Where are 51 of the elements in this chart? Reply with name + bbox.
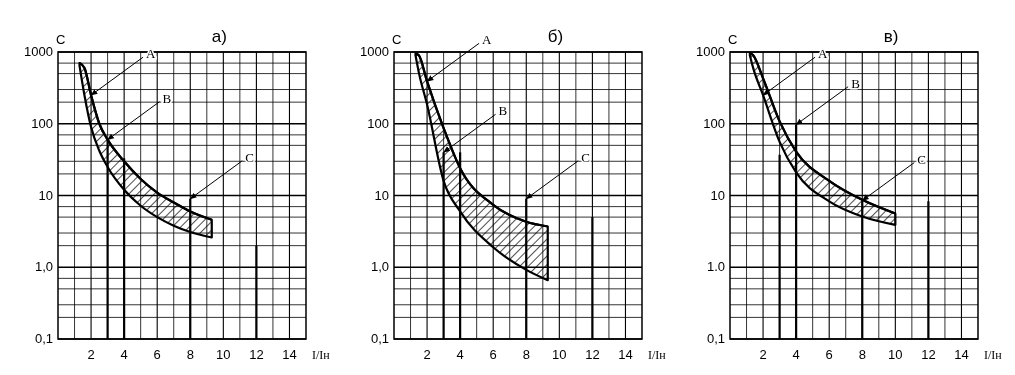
x-tick-label: 2: [759, 347, 767, 362]
y-tick-label: 10: [710, 187, 725, 203]
y-tick-label: 100: [703, 115, 725, 131]
x-axis-title: I/Iн: [984, 348, 1003, 362]
chart-title: в): [883, 27, 899, 46]
y-tick-label: 0,1: [706, 331, 725, 346]
y-tick-label: 10: [374, 187, 389, 203]
y-tick-label: 100: [31, 115, 53, 131]
y-axis-title: С: [392, 32, 402, 47]
annotation: B: [851, 75, 861, 91]
x-tick-label: 12: [249, 347, 264, 362]
x-tick-label: 10: [888, 347, 903, 362]
x-tick-label: 8: [186, 347, 194, 362]
x-tick-label: 2: [87, 347, 95, 362]
x-tick-label: 6: [489, 347, 497, 362]
annotation: B: [498, 103, 508, 119]
annotation: C: [245, 149, 254, 165]
x-tick-label: 4: [456, 347, 464, 362]
y-tick-label: 1,0: [34, 259, 53, 275]
x-tick-label: 6: [153, 347, 161, 362]
y-axis-title: С: [728, 32, 738, 47]
y-tick-label: 1.0: [706, 259, 725, 275]
x-tick-label: 14: [618, 347, 633, 362]
x-tick-label: 8: [522, 347, 530, 362]
x-tick-label: 4: [792, 347, 800, 362]
x-axis-title: I/Iн: [648, 348, 667, 362]
y-tick-label: 1000: [24, 44, 53, 59]
x-axis-title: I/Iн: [312, 348, 331, 362]
y-tick-label: 0,1: [34, 331, 53, 346]
x-tick-label: 10: [216, 347, 231, 362]
y-tick-label: 1000: [696, 44, 725, 59]
y-tick-label: 10: [38, 187, 53, 203]
chart-title: а): [211, 27, 227, 46]
chart-title: б): [547, 27, 564, 46]
annotation: B: [162, 90, 172, 106]
x-tick-label: 2: [423, 347, 431, 362]
y-tick-label: 100: [367, 115, 389, 131]
x-tick-label: 4: [120, 347, 128, 362]
x-tick-label: 12: [585, 347, 600, 362]
annotation: A: [482, 32, 493, 48]
y-tick-label: 1,0: [370, 259, 389, 275]
y-tick-label: 1000: [360, 44, 389, 59]
x-tick-label: 12: [921, 347, 936, 362]
annotation: C: [581, 149, 590, 165]
x-tick-label: 10: [552, 347, 567, 362]
y-tick-label: 0,1: [370, 331, 389, 346]
y-axis-title: С: [56, 32, 66, 47]
x-tick-label: 14: [282, 347, 297, 362]
x-tick-label: 14: [954, 347, 969, 362]
x-tick-label: 6: [825, 347, 833, 362]
x-tick-label: 8: [858, 347, 866, 362]
